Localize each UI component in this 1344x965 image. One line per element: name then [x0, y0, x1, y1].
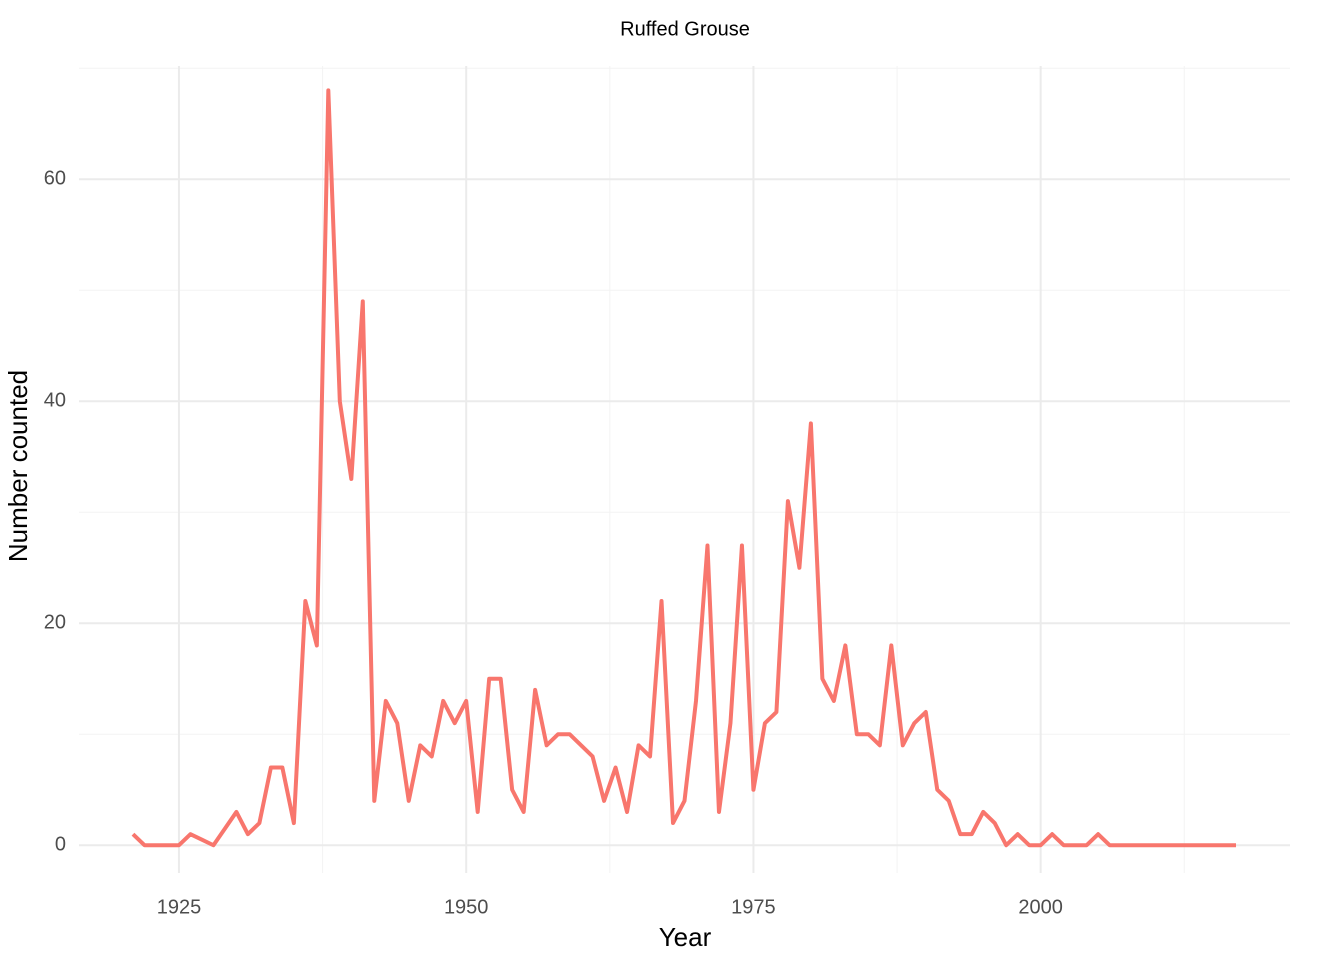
- y-tick-label: 0: [55, 834, 66, 856]
- y-tick-label: 40: [44, 390, 66, 412]
- x-tick-label: 2000: [1018, 896, 1063, 918]
- x-axis-label: Year: [659, 922, 712, 952]
- y-axis-label: Number counted: [3, 370, 33, 562]
- data-line: [131, 88, 1236, 848]
- chart-title: Ruffed Grouse: [620, 18, 750, 40]
- y-tick-label: 20: [44, 612, 66, 634]
- y-tick-label: 60: [44, 168, 66, 190]
- x-tick-label: 1950: [444, 896, 489, 918]
- x-tick-label: 1975: [731, 896, 776, 918]
- x-tick-label: 1925: [157, 896, 202, 918]
